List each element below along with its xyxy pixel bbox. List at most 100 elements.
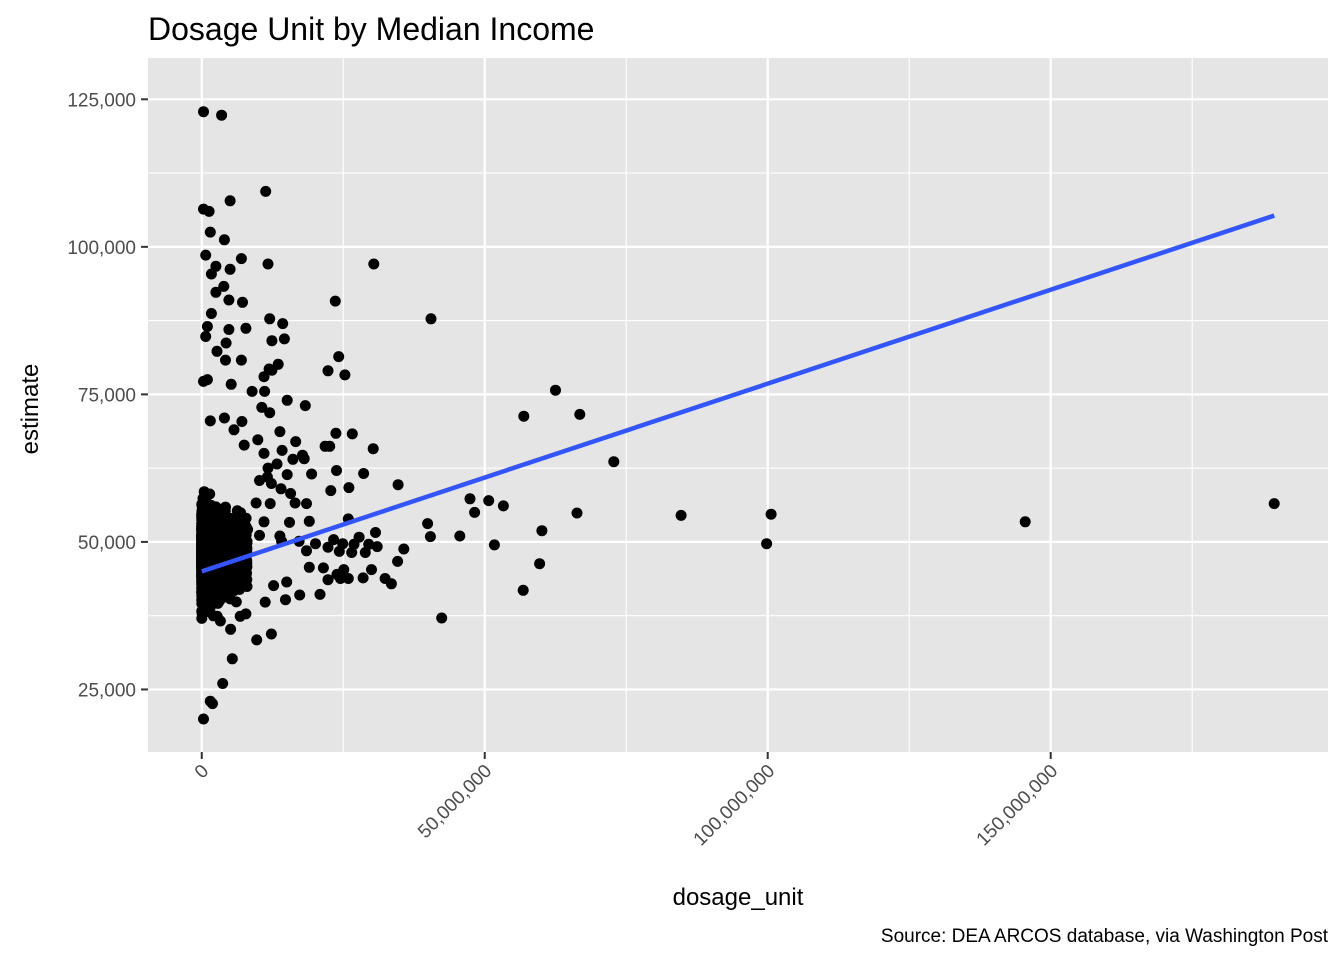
data-point: [306, 468, 318, 480]
data-point: [200, 586, 212, 598]
data-point: [297, 449, 308, 461]
data-point: [210, 286, 222, 298]
y-axis-title: estimate: [17, 364, 44, 455]
data-point: [235, 354, 247, 366]
data-point: [368, 258, 380, 270]
data-point: [238, 439, 250, 451]
data-point: [262, 258, 274, 270]
data-point: [322, 365, 334, 377]
data-point: [259, 385, 271, 397]
data-point: [228, 424, 240, 436]
data-point: [251, 634, 263, 646]
data-point: [277, 318, 289, 330]
trend-line: [201, 213, 1275, 574]
data-point: [218, 540, 229, 552]
x-axis-title: dosage_unit: [673, 884, 804, 911]
data-point: [199, 535, 211, 547]
data-points: [196, 106, 1280, 725]
data-point: [765, 508, 777, 520]
data-point: [281, 394, 293, 406]
data-point: [264, 313, 276, 325]
data-point: [258, 447, 270, 459]
data-point: [218, 412, 230, 424]
y-tick-label: 125,000: [67, 90, 136, 111]
data-point: [346, 547, 358, 558]
data-point: [258, 371, 270, 383]
data-point: [301, 498, 312, 510]
data-point: [346, 428, 358, 440]
y-tick-label: 75,000: [78, 385, 136, 406]
panel-background: [148, 58, 1328, 752]
data-point: [265, 628, 277, 640]
data-point: [254, 475, 265, 486]
data-point: [230, 596, 242, 608]
data-point: [333, 351, 345, 363]
data-point: [333, 545, 345, 557]
data-point: [574, 408, 586, 420]
y-axis: 25,000 50,000 75,000 100,000 125,000: [67, 90, 148, 701]
data-point: [483, 495, 495, 507]
data-point: [206, 544, 218, 556]
data-point: [301, 545, 312, 557]
data-point: [210, 260, 222, 272]
data-point: [454, 530, 466, 542]
data-point: [220, 354, 231, 366]
data-point: [235, 253, 247, 265]
data-point: [220, 337, 232, 349]
data-point: [207, 698, 218, 710]
data-point: [207, 527, 218, 539]
x-tick-label: 150,000,000: [973, 761, 1063, 851]
data-point: [322, 574, 334, 586]
data-point: [342, 573, 354, 584]
data-point: [357, 572, 369, 584]
data-point: [199, 511, 211, 523]
data-point: [303, 515, 315, 527]
data-point: [436, 612, 448, 624]
data-point: [237, 296, 248, 308]
data-point: [370, 527, 381, 538]
data-point: [262, 462, 274, 474]
data-point: [303, 561, 315, 573]
data-point: [252, 434, 264, 446]
data-point: [246, 385, 258, 397]
data-point: [204, 226, 216, 238]
data-point: [225, 378, 237, 390]
data-point: [234, 610, 246, 622]
data-point: [198, 601, 210, 613]
data-point: [285, 488, 297, 499]
data-point: [289, 497, 301, 509]
data-point: [314, 588, 326, 600]
data-point: [299, 400, 311, 412]
data-point: [216, 109, 228, 121]
data-point: [218, 280, 230, 292]
x-tick-label: 0: [191, 761, 213, 783]
data-point: [359, 547, 371, 558]
data-point: [284, 516, 295, 528]
data-point: [224, 195, 236, 207]
data-point: [497, 500, 509, 512]
data-point: [266, 364, 278, 376]
data-point: [209, 595, 221, 607]
data-point: [469, 506, 481, 518]
data-point: [196, 499, 208, 511]
data-point: [226, 653, 238, 665]
data-point: [250, 497, 262, 509]
data-point: [322, 541, 334, 553]
data-point: [287, 453, 299, 465]
data-point: [205, 308, 217, 319]
data-point: [201, 321, 213, 332]
data-point: [217, 678, 229, 689]
data-point: [242, 524, 254, 535]
data-point: [223, 324, 235, 335]
minor-grid: [148, 58, 1328, 752]
data-point: [225, 623, 237, 635]
data-point: [324, 440, 336, 452]
data-point: [281, 576, 293, 588]
data-point: [256, 401, 268, 413]
data-point: [330, 427, 342, 439]
data-point: [240, 322, 252, 334]
data-point: [278, 333, 290, 345]
data-point: [422, 518, 434, 530]
data-point: [204, 415, 216, 427]
